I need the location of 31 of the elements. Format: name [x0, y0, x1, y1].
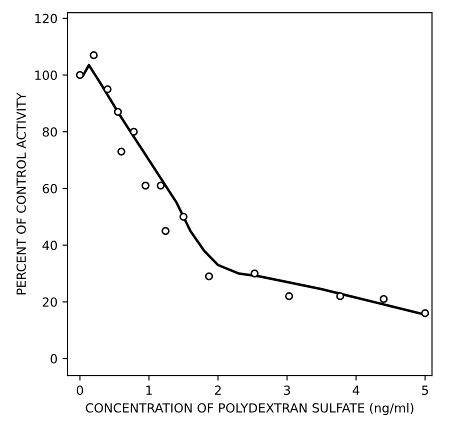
x-tick-label: 0	[76, 386, 84, 395]
point	[104, 85, 112, 94]
x-tick-label: 4	[352, 386, 360, 395]
point	[285, 292, 294, 300]
x-tick-label: 5	[422, 386, 428, 395]
y-tick-label: 120	[35, 14, 57, 24]
point	[380, 295, 388, 304]
point	[90, 51, 98, 60]
point	[141, 182, 150, 190]
point	[250, 269, 259, 278]
x-tick-label: 3	[284, 386, 290, 395]
point	[204, 272, 214, 280]
y-tick-label: 60	[42, 184, 57, 194]
x-tick-label: 1	[146, 386, 152, 395]
point	[421, 309, 430, 318]
point	[162, 226, 170, 235]
y-tick-label: 20	[42, 297, 57, 307]
point	[117, 148, 126, 156]
point	[156, 182, 165, 190]
x-axis-title: CONCENTRATION OF POLYDEXTRAN SULFATE (ng/ml)	[86, 402, 414, 416]
y-tick-label: 0	[50, 354, 57, 364]
point	[130, 128, 138, 136]
x-tick-label: 2	[214, 386, 221, 395]
y-tick-label: 80	[42, 127, 57, 137]
y-tick-label: 100	[35, 70, 57, 80]
y-axis-title: PERCENT OF CONTROL ACTIVITY	[16, 92, 26, 294]
point	[179, 212, 188, 221]
point	[114, 108, 122, 116]
point	[76, 71, 84, 80]
point	[336, 292, 344, 300]
y-tick-label: 40	[42, 240, 57, 250]
